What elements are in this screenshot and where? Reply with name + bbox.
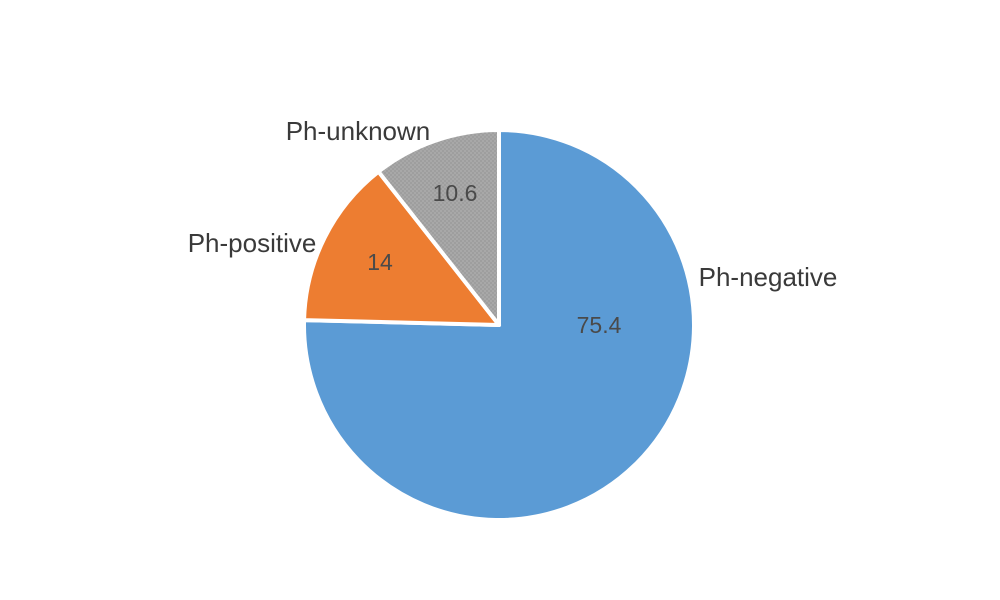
slice-category-label-ph-negative: Ph-negative (699, 262, 838, 292)
slice-value-label-ph-negative: 75.4 (577, 312, 622, 338)
slice-category-label-ph-unknown: Ph-unknown (286, 116, 431, 146)
slice-category-label-ph-positive: Ph-positive (188, 228, 317, 258)
slice-value-label-ph-unknown: 10.6 (433, 180, 478, 206)
pie-slice-ph-positive (302, 169, 501, 327)
pie-slices (302, 128, 696, 522)
pie-slice-ph-unknown (376, 128, 501, 327)
slice-value-label-ph-positive: 14 (367, 249, 393, 275)
pie-labels: 75.4 Ph-negative 14 Ph-positive 10.6 Ph-unkno… (188, 116, 838, 338)
